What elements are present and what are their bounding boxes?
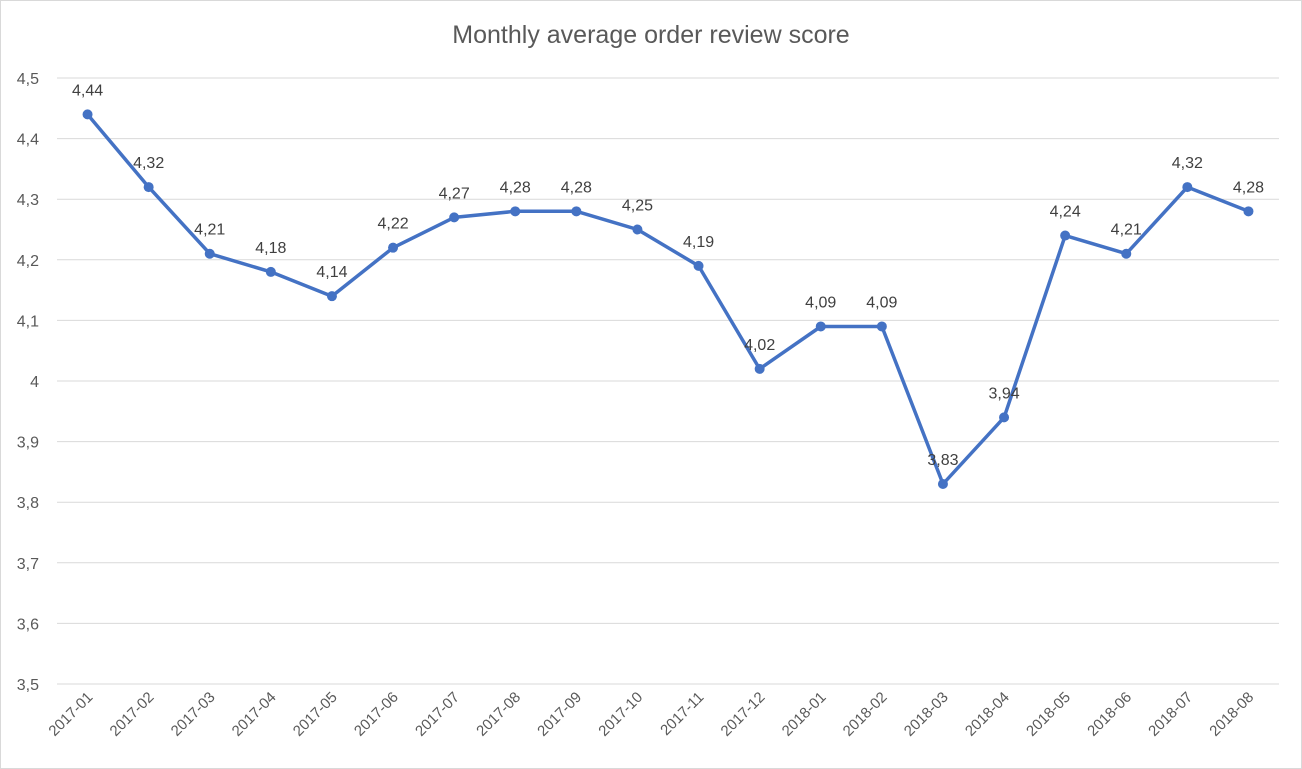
data-label: 4,21 xyxy=(1111,222,1142,239)
gridlines xyxy=(57,77,1279,685)
x-tick-label: 2017-01 xyxy=(45,689,96,740)
y-tick-label: 4,4 xyxy=(17,132,39,149)
x-tick-label: 2017-03 xyxy=(168,689,219,740)
x-tick-label: 2018-02 xyxy=(840,689,891,740)
x-tick-label: 2017-11 xyxy=(657,689,707,739)
data-point xyxy=(937,479,948,490)
data-point xyxy=(265,266,276,277)
y-tick-label: 3,5 xyxy=(17,677,39,694)
data-label: 4,22 xyxy=(377,216,408,233)
y-tick-label: 4,5 xyxy=(17,71,39,88)
y-tick-label: 4,2 xyxy=(17,253,39,270)
data-point xyxy=(815,321,826,332)
x-tick-label: 2017-12 xyxy=(718,689,769,740)
data-label: 4,02 xyxy=(744,337,775,354)
chart-title: Monthly average order review score xyxy=(452,21,850,49)
data-label: 4,28 xyxy=(1233,179,1264,196)
data-point xyxy=(82,109,93,120)
data-point xyxy=(1060,230,1071,241)
data-label: 4,19 xyxy=(683,234,714,251)
x-tick-label: 2017-05 xyxy=(290,689,341,740)
y-tick-label: 3,7 xyxy=(17,556,39,573)
y-tick-label: 4,3 xyxy=(17,192,39,209)
data-point xyxy=(204,248,215,259)
y-tick-label: 3,8 xyxy=(17,495,39,512)
x-tick-label: 2018-03 xyxy=(901,689,952,740)
x-tick-label: 2018-06 xyxy=(1084,689,1135,740)
y-tick-label: 4 xyxy=(30,374,39,391)
data-label: 4,32 xyxy=(133,155,164,172)
x-tick-label: 2018-01 xyxy=(779,689,830,740)
data-label: 4,28 xyxy=(500,179,531,196)
y-tick-label: 3,6 xyxy=(17,616,39,633)
data-label: 4,21 xyxy=(194,222,225,239)
data-label: 4,25 xyxy=(622,198,653,215)
x-tick-label: 2017-08 xyxy=(473,689,524,740)
x-axis-tick-labels: 2017-01 2017-02 2017-03 2017-04 2017-05 2017-… xyxy=(45,689,1257,740)
x-tick-label: 2017-07 xyxy=(412,689,463,740)
data-label: 3,94 xyxy=(988,385,1019,402)
data-point xyxy=(143,182,154,193)
x-tick-label: 2017-09 xyxy=(534,689,585,740)
data-label: 4,44 xyxy=(72,82,103,99)
data-point xyxy=(1121,248,1132,259)
data-label: 4,09 xyxy=(805,294,836,311)
data-label: 4,14 xyxy=(316,264,347,281)
data-point xyxy=(388,242,399,253)
data-point xyxy=(999,412,1010,423)
data-point xyxy=(632,224,643,235)
data-label: 4,28 xyxy=(561,179,592,196)
x-tick-label: 2018-04 xyxy=(962,689,1013,740)
x-tick-label: 2017-02 xyxy=(107,689,158,740)
data-point xyxy=(571,206,582,217)
data-point xyxy=(449,212,460,223)
data-label: 4,24 xyxy=(1050,204,1081,221)
y-axis-tick-labels: 3,5 3,6 3,7 3,8 3,9 4 4,1 4,2 4,3 4,4 4,5 xyxy=(17,71,39,694)
x-tick-label: 2017-06 xyxy=(351,689,402,740)
data-label: 4,32 xyxy=(1172,155,1203,172)
y-tick-label: 3,9 xyxy=(17,435,39,452)
data-point xyxy=(510,206,521,217)
x-tick-label: 2018-08 xyxy=(1206,689,1257,740)
data-labels: 4,44 4,32 4,21 4,18 4,14 4,22 4,27 4,28 4,28 4,25… xyxy=(72,82,1264,469)
data-point xyxy=(693,260,704,271)
x-tick-label: 2018-07 xyxy=(1145,689,1196,740)
x-tick-label: 2017-10 xyxy=(595,689,646,740)
x-tick-label: 2017-04 xyxy=(229,689,280,740)
data-points xyxy=(82,109,1254,490)
y-tick-label: 4,1 xyxy=(17,313,39,330)
series-line xyxy=(85,112,1251,486)
data-point xyxy=(1243,206,1254,217)
data-label: 4,27 xyxy=(439,185,470,202)
x-tick-label: 2018-05 xyxy=(1023,689,1074,740)
data-label: 4,09 xyxy=(866,294,897,311)
data-point xyxy=(1182,182,1193,193)
data-label: 3,83 xyxy=(927,452,958,469)
data-point xyxy=(326,291,337,302)
data-label: 4,18 xyxy=(255,240,286,257)
data-point xyxy=(876,321,887,332)
series-line-layer xyxy=(85,112,1251,486)
data-point xyxy=(754,363,765,374)
